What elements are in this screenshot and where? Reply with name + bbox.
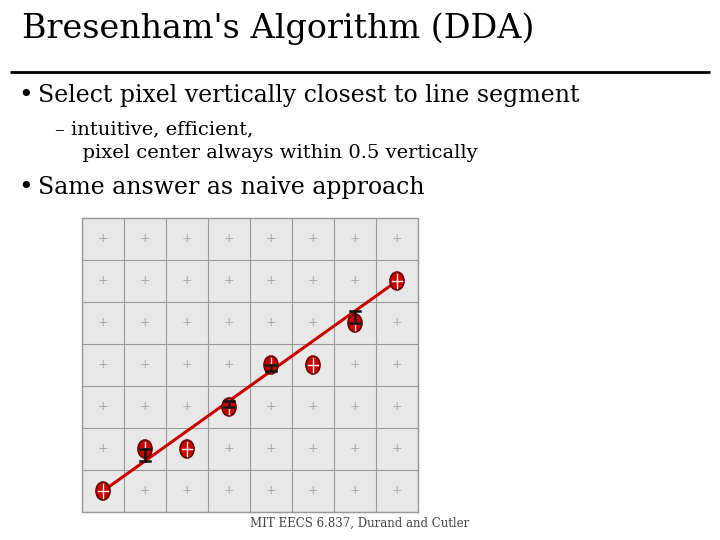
Text: +: + <box>392 442 402 456</box>
Text: Select pixel vertically closest to line segment: Select pixel vertically closest to line … <box>38 84 580 107</box>
Text: +: + <box>181 316 192 329</box>
Text: +: + <box>140 359 150 372</box>
Text: +: + <box>181 484 192 497</box>
Text: +: + <box>307 316 318 329</box>
Text: pixel center always within 0.5 vertically: pixel center always within 0.5 verticall… <box>70 144 477 162</box>
Text: +: + <box>140 274 150 287</box>
Text: +: + <box>350 484 360 497</box>
Text: +: + <box>181 233 192 246</box>
Text: +: + <box>350 274 360 287</box>
Text: +: + <box>350 442 360 456</box>
Text: +: + <box>140 401 150 414</box>
Text: •: • <box>18 84 32 107</box>
Ellipse shape <box>264 356 278 374</box>
Text: +: + <box>392 401 402 414</box>
Text: +: + <box>140 316 150 329</box>
Text: +: + <box>140 484 150 497</box>
Text: +: + <box>181 274 192 287</box>
Text: +: + <box>140 442 150 456</box>
Text: +: + <box>98 442 108 456</box>
Ellipse shape <box>348 314 362 332</box>
Text: +: + <box>266 274 276 287</box>
Text: +: + <box>392 316 402 329</box>
Text: +: + <box>98 316 108 329</box>
Text: •: • <box>18 176 32 199</box>
Text: +: + <box>266 359 276 372</box>
Text: +: + <box>224 316 234 329</box>
Text: +: + <box>224 442 234 456</box>
Text: +: + <box>392 359 402 372</box>
Text: +: + <box>307 442 318 456</box>
Ellipse shape <box>96 482 110 500</box>
Text: +: + <box>98 484 108 497</box>
Text: +: + <box>266 401 276 414</box>
Text: +: + <box>307 484 318 497</box>
Text: +: + <box>307 233 318 246</box>
Ellipse shape <box>306 356 320 374</box>
Text: +: + <box>392 233 402 246</box>
Text: +: + <box>307 401 318 414</box>
Text: – intuitive, efficient,: – intuitive, efficient, <box>55 120 253 138</box>
Text: +: + <box>266 484 276 497</box>
Text: +: + <box>350 233 360 246</box>
Text: +: + <box>224 484 234 497</box>
Text: +: + <box>392 484 402 497</box>
Text: +: + <box>307 359 318 372</box>
Text: +: + <box>98 359 108 372</box>
Text: MIT EECS 6.837, Durand and Cutler: MIT EECS 6.837, Durand and Cutler <box>251 517 469 530</box>
Text: +: + <box>224 274 234 287</box>
Text: Same answer as naive approach: Same answer as naive approach <box>38 176 425 199</box>
Text: +: + <box>266 233 276 246</box>
Ellipse shape <box>222 398 236 416</box>
Bar <box>82 218 418 512</box>
Text: +: + <box>140 233 150 246</box>
Text: +: + <box>266 316 276 329</box>
Ellipse shape <box>138 440 152 458</box>
Text: +: + <box>98 274 108 287</box>
Text: +: + <box>224 401 234 414</box>
Text: +: + <box>181 359 192 372</box>
Text: +: + <box>181 401 192 414</box>
Text: +: + <box>98 401 108 414</box>
Text: +: + <box>224 359 234 372</box>
Text: +: + <box>224 233 234 246</box>
Text: +: + <box>392 274 402 287</box>
Text: +: + <box>350 316 360 329</box>
Text: +: + <box>307 274 318 287</box>
Text: Bresenham's Algorithm (DDA): Bresenham's Algorithm (DDA) <box>22 12 534 45</box>
Text: +: + <box>350 401 360 414</box>
Text: +: + <box>350 359 360 372</box>
Text: +: + <box>98 233 108 246</box>
Text: +: + <box>181 442 192 456</box>
Ellipse shape <box>390 272 404 290</box>
Ellipse shape <box>180 440 194 458</box>
Text: +: + <box>266 442 276 456</box>
